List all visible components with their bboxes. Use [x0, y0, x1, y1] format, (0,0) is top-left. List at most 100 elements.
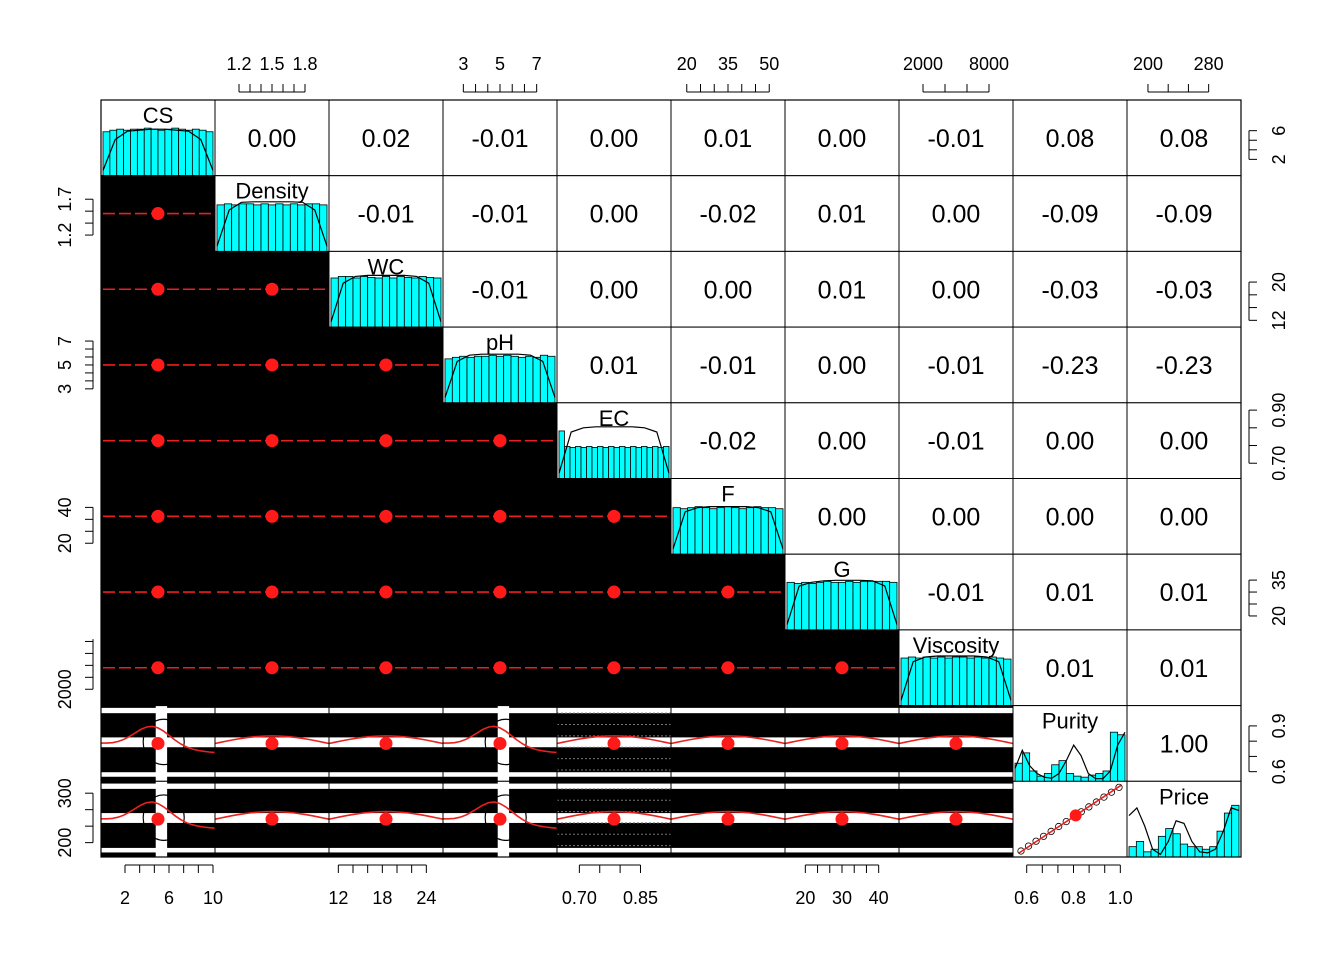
histogram-bar	[130, 128, 138, 177]
correlation-value: -0.01	[472, 276, 529, 304]
panel-1-1: Density	[214, 175, 330, 252]
panel-7-3	[442, 629, 558, 707]
mean-point	[949, 812, 963, 826]
histogram-bar	[852, 581, 861, 631]
mean-point	[721, 661, 735, 675]
histogram-bar	[922, 656, 931, 707]
histogram-bar	[1095, 773, 1104, 782]
panel-1-4	[556, 175, 672, 252]
histogram-bar	[597, 446, 604, 479]
scatter-point	[1017, 847, 1025, 855]
mean-point	[607, 812, 621, 826]
panel-border	[1012, 402, 1128, 479]
histogram-bar	[859, 580, 869, 631]
correlation-value: 0.00	[590, 201, 639, 229]
variable-label: F	[721, 482, 734, 507]
panel-3-9	[1126, 326, 1242, 404]
correlation-value: -0.23	[1042, 352, 1099, 380]
histogram-bar	[1080, 776, 1089, 782]
loess-line	[328, 810, 444, 820]
correlation-value: 0.08	[1160, 125, 1209, 153]
panel-5-9	[1126, 478, 1242, 555]
histogram-bar	[510, 355, 519, 404]
panel-7-1	[214, 629, 330, 707]
variable-label: G	[833, 557, 850, 582]
histogram-bar	[602, 447, 609, 479]
scatter-gap	[899, 847, 1013, 853]
density-curve	[216, 201, 328, 247]
panel-5-0	[100, 478, 216, 555]
tick-label: 200	[55, 828, 75, 858]
tick-label: 2	[1269, 154, 1289, 164]
panel-border	[1126, 402, 1242, 479]
tick-label: 280	[1194, 54, 1224, 74]
scatter-point	[1055, 822, 1063, 831]
mean-point	[379, 585, 393, 599]
mean-point	[151, 509, 165, 523]
panel-1-9	[1126, 175, 1242, 252]
correlation-value: 0.00	[1046, 503, 1095, 531]
loess-line	[898, 735, 1014, 745]
variable-label: CS	[143, 103, 174, 128]
tick-label: 40	[55, 497, 75, 517]
panel-4-2	[328, 402, 444, 479]
panel-border	[784, 326, 900, 404]
panel-border	[1126, 629, 1242, 707]
panel-border	[670, 175, 786, 252]
loess-line	[443, 725, 558, 754]
scatter-point	[1100, 793, 1108, 801]
tick-label: 1.7	[55, 187, 75, 212]
histogram-bar	[289, 203, 299, 252]
panel-8-5	[670, 705, 786, 782]
tick-label: 1.2	[55, 223, 75, 248]
tick-label: 8000	[969, 54, 1009, 74]
panel-2-2: WC	[328, 250, 444, 328]
panel-6-4	[556, 553, 672, 631]
histogram-bar	[745, 507, 755, 555]
panel-1-3	[442, 175, 558, 252]
panel-border	[898, 326, 1014, 404]
panel-border	[1012, 326, 1128, 404]
correlation-value: -0.01	[928, 428, 985, 456]
mean-point	[265, 585, 279, 599]
histogram-bar	[157, 129, 166, 177]
mean-point	[151, 585, 165, 599]
histogram-bar	[143, 127, 152, 177]
mean-point	[721, 736, 735, 750]
scatter-point	[1047, 827, 1055, 836]
panel-9-8	[1012, 780, 1128, 858]
scatter-gap	[899, 772, 1013, 777]
density-curve	[1128, 806, 1240, 856]
panel-5-7	[898, 478, 1014, 555]
tick-label: 10	[203, 888, 223, 908]
histogram-bar	[337, 276, 347, 328]
correlation-value: 0.01	[590, 352, 639, 380]
panel-border	[1126, 326, 1242, 404]
correlation-value: 0.01	[1046, 655, 1095, 683]
mean-point	[151, 282, 165, 296]
panel-3-6	[784, 326, 900, 404]
correlation-value: -0.09	[1156, 201, 1213, 229]
correlation-value: -0.23	[1156, 352, 1213, 380]
correlation-value: -0.09	[1042, 201, 1099, 229]
panel-border	[214, 99, 330, 177]
scatter-point	[1107, 788, 1116, 796]
mean-point	[265, 509, 279, 523]
mean-point	[721, 812, 735, 826]
tick-label: 7	[55, 336, 75, 346]
mean-point	[265, 812, 279, 826]
histogram-bar	[481, 355, 490, 404]
tick-label: 20	[677, 54, 697, 74]
panel-border	[556, 175, 672, 252]
histogram-bar	[937, 656, 946, 707]
panel-1-6	[784, 175, 900, 252]
panel-8-8: Purity	[1012, 705, 1128, 782]
histogram-bar	[624, 447, 631, 479]
variable-label: WC	[368, 254, 405, 279]
panel-border	[898, 553, 1014, 631]
histogram-bar	[830, 581, 839, 631]
scatter-gap	[671, 783, 785, 789]
panel-0-1	[214, 99, 330, 177]
density-curve	[444, 353, 556, 398]
